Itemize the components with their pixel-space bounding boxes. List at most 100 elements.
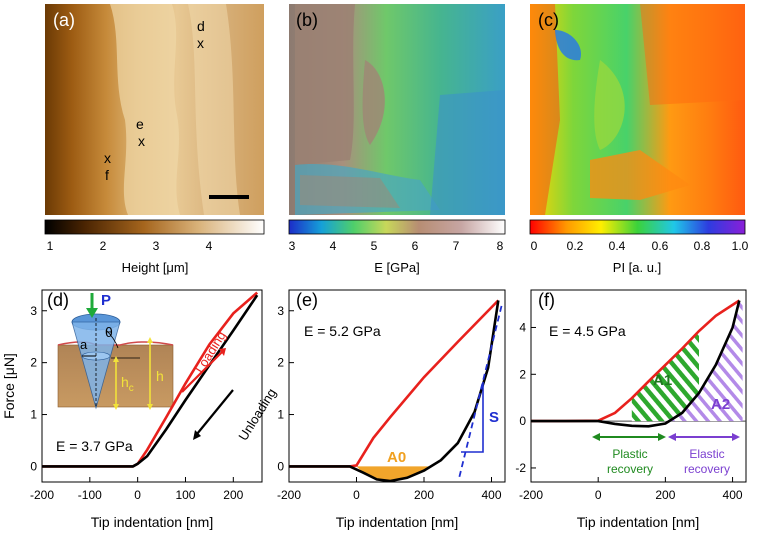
height-tick-3: 3 bbox=[153, 239, 160, 253]
pi-colorbar-label: PI [a. u.] bbox=[613, 260, 661, 275]
chart-f-unloading-line bbox=[531, 300, 741, 428]
force-arrow-head bbox=[86, 308, 98, 318]
pi-tick-1.0: 1.0 bbox=[732, 239, 749, 253]
chart-e-frame bbox=[288, 289, 506, 483]
elastic-recovery-arrow-right bbox=[732, 433, 740, 441]
pi-colorbar: 0 0.2 0.4 0.6 0.8 1.0 PI [a. u.] bbox=[529, 219, 749, 275]
marker-e-x: x bbox=[138, 133, 145, 149]
inset-angle-label: θ bbox=[105, 324, 113, 340]
chart-d-annotation: E = 3.7 GPa bbox=[56, 438, 133, 454]
chart-d-ytick-label: 0 bbox=[30, 459, 37, 473]
chart-d-ylabel: Force [μN] bbox=[1, 353, 17, 419]
pi-tick-0.6: 0.6 bbox=[652, 239, 669, 253]
area-a1-label: A1 bbox=[653, 372, 672, 389]
elastic-recovery-text-1: Elastic bbox=[689, 447, 724, 461]
chart-f-xtick-label: 200 bbox=[655, 488, 675, 502]
plastic-recovery-text-2: recovery bbox=[607, 462, 653, 476]
modulus-map-panel: (b) bbox=[289, 4, 505, 215]
inset-h-label: h bbox=[156, 368, 164, 384]
chart-d-xtick-label: -100 bbox=[78, 488, 102, 502]
loading-arrow bbox=[181, 351, 223, 393]
inset-hc-sub: c bbox=[129, 383, 134, 394]
plastic-recovery-arrow-left bbox=[592, 433, 600, 441]
chart-e-ytick-label: 0 bbox=[277, 459, 284, 473]
panel-label-a: (a) bbox=[53, 10, 75, 30]
chart-e-ytick-label: 1 bbox=[277, 408, 284, 422]
pi-tick-0.2: 0.2 bbox=[567, 239, 584, 253]
chart-e-annotation: E = 5.2 GPa bbox=[304, 323, 381, 339]
chart-d-ytick-label: 3 bbox=[30, 304, 37, 318]
chart-f-ytick-label: 0 bbox=[519, 414, 526, 428]
unloading-arrow bbox=[196, 389, 234, 435]
indentation-inset: P θ a hc h bbox=[57, 292, 174, 410]
marker-e-letter: e bbox=[136, 116, 144, 132]
chart-e-ticks: -200 0 200 400 0 1 2 3 bbox=[277, 304, 502, 502]
height-colorbar-label: Height [μm] bbox=[122, 260, 189, 275]
chart-d-unloading-line bbox=[42, 294, 259, 468]
inset-hc-label: hc bbox=[121, 374, 134, 394]
height-colorbar: 1 2 3 4 Height [μm] bbox=[44, 219, 265, 275]
chart-f-ticks: -200 0 200 400 -2 0 2 4 bbox=[515, 320, 743, 502]
panel-label-c: (c) bbox=[538, 10, 559, 30]
area-a2-label: A2 bbox=[711, 396, 730, 413]
marker-f-x: x bbox=[104, 150, 111, 166]
plastic-recovery-text-1: Plastic bbox=[612, 447, 647, 461]
chart-d-xtick-label: 200 bbox=[223, 488, 243, 502]
e-tick-6: 6 bbox=[412, 239, 419, 253]
modulus-colorbar: 3 4 5 6 7 8 E [GPa] bbox=[288, 219, 506, 275]
e-tick-4: 4 bbox=[330, 239, 337, 253]
panel-label-b: (b) bbox=[296, 10, 318, 30]
area-a0-label: A0 bbox=[387, 449, 406, 466]
stiffness-triangle bbox=[461, 382, 484, 453]
pi-tick-0.4: 0.4 bbox=[609, 239, 626, 253]
chart-f-xtick-label: 0 bbox=[595, 488, 602, 502]
unloading-text: Unloading bbox=[235, 386, 279, 444]
pi-tick-0.8: 0.8 bbox=[694, 239, 711, 253]
panel-label-e: (e) bbox=[296, 290, 318, 310]
height-tick-1: 1 bbox=[47, 239, 54, 253]
modulus-colorbar-label: E [GPa] bbox=[374, 260, 420, 275]
chart-f-ytick-label: 2 bbox=[519, 367, 526, 381]
chart-e: -200 0 200 400 0 1 2 3 S A0 E = 5.2 GPa (e) Tip… bbox=[277, 289, 506, 530]
chart-f-xlabel: Tip indentation [nm] bbox=[577, 514, 699, 530]
elastic-recovery-text-2: recovery bbox=[684, 462, 730, 476]
inset-hc-main: h bbox=[121, 374, 129, 390]
panel-label-d: (d) bbox=[47, 290, 69, 310]
marker-d-letter: d bbox=[197, 18, 205, 34]
chart-d-frame bbox=[41, 289, 263, 483]
chart-e-xtick-label: 400 bbox=[481, 488, 501, 502]
chart-f-a1-area bbox=[631, 331, 699, 422]
unloading-arrow-head bbox=[193, 430, 201, 440]
chart-f-xtick-label: 400 bbox=[723, 488, 743, 502]
elastic-recovery-arrow-left bbox=[668, 433, 676, 441]
height-map-panel: (a) d x e x x f bbox=[45, 4, 264, 215]
chart-f-xtick-label: -200 bbox=[519, 488, 543, 502]
marker-d-x: x bbox=[197, 35, 204, 51]
chart-d-xtick-label: 0 bbox=[134, 488, 141, 502]
chart-e-xtick-label: 0 bbox=[353, 488, 360, 502]
chart-f-ytick-label: 4 bbox=[519, 320, 526, 334]
chart-f-ytick-label: -2 bbox=[515, 461, 526, 475]
pi-map-panel: (c) bbox=[530, 4, 745, 215]
chart-d-xtick-label: 100 bbox=[175, 488, 195, 502]
chart-d-ytick-label: 1 bbox=[30, 408, 37, 422]
chart-d-xlabel: Tip indentation [nm] bbox=[91, 514, 213, 530]
panel-label-f: (f) bbox=[538, 290, 555, 310]
chart-d-ytick-label: 2 bbox=[30, 356, 37, 370]
e-tick-3: 3 bbox=[289, 239, 296, 253]
chart-e-xtick-label: -200 bbox=[277, 488, 301, 502]
height-tick-4: 4 bbox=[206, 239, 213, 253]
chart-e-unloading-line bbox=[289, 300, 500, 482]
chart-d-xtick-label: -200 bbox=[30, 488, 54, 502]
chart-f-annotation: E = 4.5 GPa bbox=[549, 323, 626, 339]
chart-e-xtick-label: 200 bbox=[414, 488, 434, 502]
pi-tick-0: 0 bbox=[531, 239, 538, 253]
scale-bar bbox=[209, 195, 249, 199]
loading-arrow-head bbox=[219, 348, 226, 356]
e-tick-7: 7 bbox=[453, 239, 460, 253]
plastic-recovery-arrow-right bbox=[658, 433, 666, 441]
chart-d: -200 -100 0 100 200 0 1 2 3 bbox=[1, 289, 279, 530]
chart-f-a2-area bbox=[665, 300, 743, 422]
